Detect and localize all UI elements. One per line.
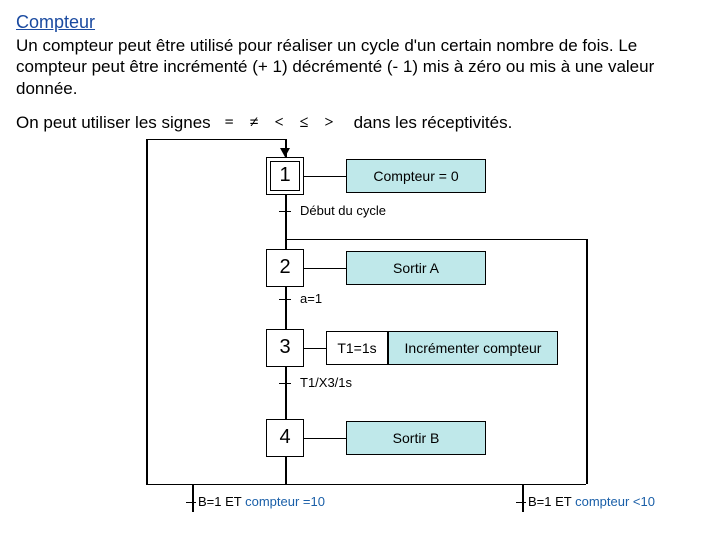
connector xyxy=(304,348,326,350)
connector xyxy=(304,176,346,178)
connector xyxy=(285,457,287,484)
action-step-3-0: T1=1s xyxy=(326,331,388,365)
branch-line xyxy=(146,484,586,486)
action-step-2-0: Sortir A xyxy=(346,251,486,285)
step-4: 4 xyxy=(266,419,304,457)
arrow-icon xyxy=(280,148,290,157)
intro-paragraph: Un compteur peut être utilisé pour réali… xyxy=(16,35,704,99)
action-step-3-1: Incrémenter compteur xyxy=(388,331,558,365)
connector xyxy=(304,438,346,440)
transition-label-3: T1/X3/1s xyxy=(298,375,354,390)
page-title: Compteur xyxy=(16,12,704,33)
connector xyxy=(285,195,287,249)
signs-prefix: On peut utiliser les signes xyxy=(16,113,211,133)
transition-tick xyxy=(279,211,291,213)
transition-tick xyxy=(279,383,291,385)
action-step-4-0: Sortir B xyxy=(346,421,486,455)
signs-suffix: dans les réceptivités. xyxy=(354,113,513,133)
action-step-1-0: Compteur = 0 xyxy=(346,159,486,193)
step-1: 1 xyxy=(266,157,304,195)
connector xyxy=(285,287,287,329)
transition-label-2: a=1 xyxy=(298,291,324,306)
loop-left-h xyxy=(146,139,285,141)
loop-right-h xyxy=(285,239,586,241)
branch-left-label: B=1 ET compteur =10 xyxy=(196,494,327,509)
connector xyxy=(304,268,346,270)
grafcet-diagram: 1 Compteur = 0 2 Sortir A 3 T1=1sIncrémenter … xyxy=(126,139,686,539)
transition-tick xyxy=(279,299,291,301)
connector xyxy=(285,367,287,419)
signs-symbols: = ≠ < ≤ > xyxy=(225,114,340,132)
transition-label-1: Début du cycle xyxy=(298,203,388,218)
step-3: 3 xyxy=(266,329,304,367)
signs-line: On peut utiliser les signes = ≠ < ≤ > da… xyxy=(16,113,704,133)
connector xyxy=(522,484,524,512)
connector xyxy=(192,484,194,512)
loop-left-v xyxy=(146,139,148,484)
step-2: 2 xyxy=(266,249,304,287)
loop-right-v xyxy=(586,239,588,484)
branch-right-label: B=1 ET compteur <10 xyxy=(526,494,657,509)
